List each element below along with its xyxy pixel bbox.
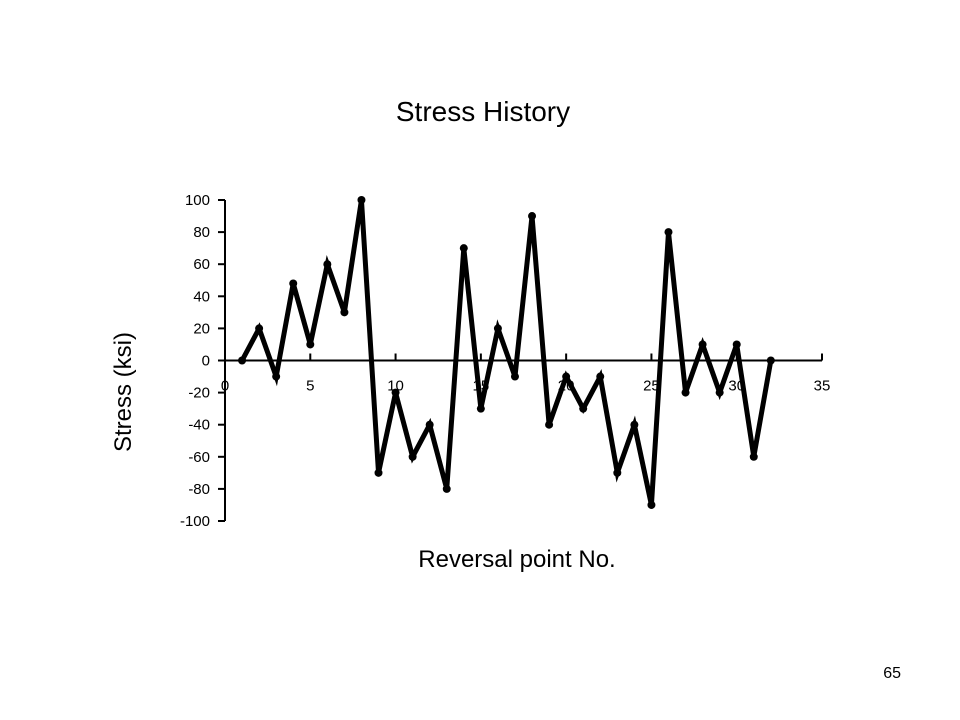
y-tick-label: 0 [202,353,210,370]
data-point [476,404,485,413]
data-point [579,404,588,413]
series-line [239,199,774,506]
data-point [408,452,417,461]
data-point [289,279,298,288]
data-point [425,420,434,429]
data-point [340,308,349,317]
x-tick-label: 5 [306,378,314,395]
x-tick-label: 35 [814,378,831,395]
data-point [749,452,758,461]
chart-title: Stress History [396,96,570,127]
data-point [528,212,537,221]
y-tick-label: -60 [188,449,210,466]
data-point [698,340,707,349]
data-point [630,420,639,429]
data-point [681,388,690,397]
y-tick-label: -20 [188,385,210,402]
data-point [391,388,400,397]
page-number: 65 [883,665,901,682]
data-point [238,356,247,365]
data-point [323,260,332,269]
data-point [647,500,656,509]
data-point [374,468,383,477]
data-point [272,372,281,381]
data-point [715,388,724,397]
y-tick-label: -80 [188,481,210,498]
y-tick-label: 80 [193,224,210,241]
x-tick-label: 25 [643,378,660,395]
x-axis-label: Reversal point No. [418,546,615,573]
data-point [459,244,468,253]
y-tick-label: 100 [185,192,210,209]
y-tick-label: 40 [193,288,210,305]
y-tick-label: 60 [193,256,210,273]
data-point [664,228,673,237]
y-tick-label: -40 [188,417,210,434]
data-point [493,324,502,333]
data-point [357,196,366,204]
data-point [306,340,315,349]
data-point [766,356,775,365]
y-axis-label: Stress (ksi) [110,332,137,452]
y-tick-label: 20 [193,320,210,337]
data-point [596,372,605,381]
data-point [545,420,554,429]
data-point [613,468,622,477]
data-point [442,484,451,493]
data-points [238,196,775,509]
x-tick-label: 0 [221,378,229,395]
data-point [510,372,519,381]
data-point [562,372,571,381]
data-point [732,340,741,349]
x-tick-label: 10 [387,378,404,395]
series-layer [239,199,774,506]
tick-marks [218,199,823,522]
data-point [255,324,264,333]
y-tick-label: -100 [180,513,210,530]
